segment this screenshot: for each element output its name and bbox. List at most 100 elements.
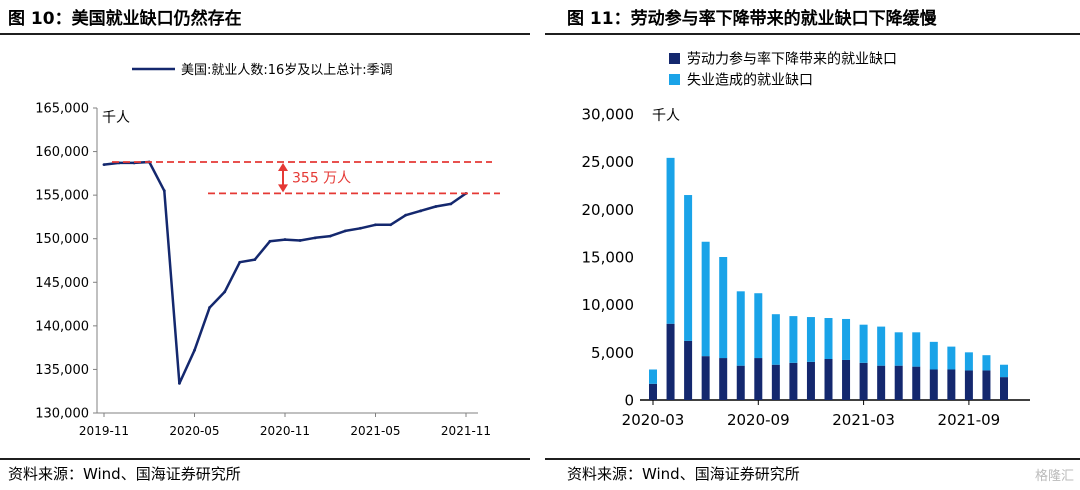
bar-participation-gap — [877, 365, 886, 400]
figure-10-bottom-rule — [0, 458, 530, 460]
bar-unemployment-gap — [947, 346, 956, 370]
bar-participation-gap — [842, 359, 851, 400]
figure-10-title: 图 10：美国就业缺口仍然存在 — [8, 9, 242, 29]
bar-participation-gap — [824, 359, 833, 400]
bar-participation-gap — [912, 366, 921, 400]
y-tick-label: 145,000 — [35, 276, 89, 291]
bar-unemployment-gap — [964, 352, 973, 371]
bar-participation-gap — [789, 362, 798, 400]
bar-unemployment-gap — [859, 324, 868, 363]
x-tick-label: 2021-05 — [350, 424, 400, 438]
bar-participation-gap — [806, 361, 815, 400]
bar-unemployment-gap — [912, 332, 921, 367]
employment-data-point — [434, 205, 438, 208]
employment-data-point — [283, 238, 287, 241]
employment-data-point — [419, 209, 423, 213]
employment-data-point — [208, 306, 211, 309]
watermark-logo: 格隆汇 — [1034, 469, 1074, 484]
bar-unemployment-gap — [929, 341, 938, 370]
bar-participation-gap — [754, 358, 763, 400]
y-tick-label: 140,000 — [35, 319, 89, 334]
bar-unemployment-gap — [771, 314, 780, 365]
gap-annotation-label: 355 万人 — [292, 171, 351, 187]
x-tick-label: 2021-03 — [832, 411, 895, 429]
figure-10-line-chart: 130,000 135,000 140,000 145,000 150,000 155,0… — [35, 63, 500, 438]
bar-participation-gap — [684, 340, 693, 400]
employment-data-point — [238, 260, 242, 264]
bar-participation-gap — [929, 369, 938, 400]
employment-data-point — [253, 258, 257, 262]
figure-11-top-rule — [545, 33, 1080, 35]
employment-data-point — [328, 234, 332, 238]
bar-unemployment-gap — [736, 291, 745, 366]
x-tick-label: 2020-05 — [169, 424, 219, 438]
x-tick-label: 2020-03 — [622, 411, 685, 429]
y-tick-label: 155,000 — [35, 189, 89, 204]
employment-data-point — [162, 189, 166, 193]
bar-participation-gap — [771, 364, 780, 400]
bar-participation-gap — [894, 365, 903, 400]
bar-unemployment-gap — [649, 369, 657, 384]
figure-10-top-rule — [0, 33, 530, 35]
y-tick-label: 15,000 — [582, 249, 635, 267]
y-tick-label: 30,000 — [582, 106, 635, 124]
legend-swatch-unemployment — [669, 74, 680, 85]
y-tick-label: 5,000 — [591, 344, 634, 362]
employment-data-point — [359, 226, 362, 230]
bar-unemployment-gap — [701, 241, 710, 357]
figure-11-title: 图 11：劳动参与率下降带来的就业缺口下降缓慢 — [567, 9, 937, 29]
y-tick-label: 150,000 — [35, 232, 89, 247]
y-tick-label: 135,000 — [35, 363, 89, 378]
bar-unemployment-gap — [666, 157, 675, 324]
y-tick-label: 25,000 — [582, 153, 635, 171]
employment-data-point — [389, 223, 392, 227]
figure-11-stacked-bar-chart: 0 5,000 10,000 15,000 20,000 25,000 30,000 千人 20… — [582, 51, 1030, 429]
legend-label-participation: 劳动力参与率下降带来的就业缺口 — [687, 51, 897, 68]
x-tick-label: 2020-11 — [260, 424, 310, 438]
bar-participation-gap — [859, 362, 868, 400]
legend-swatch-participation — [669, 53, 680, 64]
employment-data-point — [404, 213, 408, 217]
employment-data-point — [449, 202, 453, 206]
y-tick-label: 0 — [624, 392, 634, 410]
legend-label-unemployment: 失业造成的就业缺口 — [687, 73, 813, 89]
employment-series-line — [103, 160, 467, 385]
y-tick-label: 130,000 — [35, 407, 89, 422]
bar-participation-gap — [649, 383, 657, 400]
bar-unemployment-gap — [982, 355, 991, 371]
bar-unemployment-gap — [806, 317, 815, 362]
gap-arrow-head-up — [278, 163, 288, 172]
bar-unemployment-gap — [719, 257, 728, 359]
bar-participation-gap — [719, 358, 728, 400]
x-tick-label: 2019-11 — [79, 424, 129, 438]
bar-unemployment-gap — [824, 318, 833, 360]
bar-participation-gap — [964, 370, 973, 400]
y-axis-unit-label: 千人 — [652, 108, 680, 124]
employment-data-point — [343, 229, 347, 233]
bar-participation-gap — [982, 370, 991, 400]
employment-data-point — [298, 239, 302, 242]
bar-unemployment-gap — [789, 316, 798, 363]
y-tick-label: 10,000 — [582, 296, 635, 314]
bar-unemployment-gap — [877, 326, 886, 366]
bar-unemployment-gap — [754, 293, 763, 359]
employment-data-point — [313, 236, 317, 240]
bar-participation-gap — [701, 356, 710, 400]
bar-participation-gap — [736, 365, 745, 400]
bar-participation-gap — [666, 323, 675, 400]
y-axis-unit-label: 千人 — [102, 110, 130, 126]
bar-participation-gap — [947, 369, 956, 400]
y-tick-label: 20,000 — [582, 201, 635, 219]
employment-data-point — [374, 223, 377, 227]
employment-data-point — [193, 348, 196, 352]
x-tick-label: 2021-09 — [938, 411, 1001, 429]
figure-11-source: 资料来源：Wind、国海证券研究所 — [567, 465, 800, 483]
figure-11-panel: 图 11：劳动参与率下降带来的就业缺口下降缓慢 0 5,000 10,000 15,0… — [545, 0, 1080, 490]
employment-data-point — [268, 239, 272, 243]
y-tick-label: 160,000 — [35, 145, 89, 160]
employment-data-point — [102, 163, 106, 167]
employment-data-point — [223, 290, 227, 294]
bar-unemployment-gap — [1000, 364, 1008, 378]
figure-10-source: 资料来源：Wind、国海证券研究所 — [8, 465, 241, 483]
x-tick-label: 2020-09 — [727, 411, 790, 429]
